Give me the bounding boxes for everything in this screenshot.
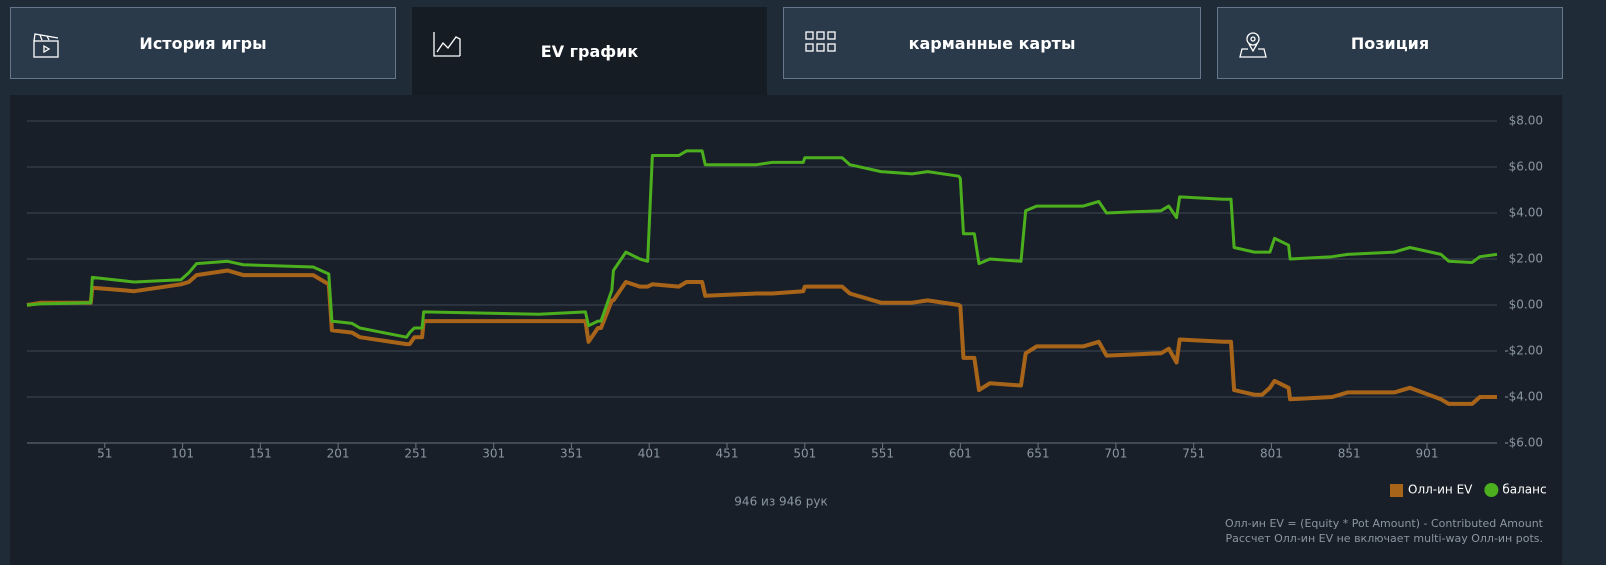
x-tick-label: 701 [1104,447,1127,461]
y-tick-label: -$6.00 [1504,436,1543,450]
x-tick-label: 501 [793,447,816,461]
chart: 946 из 946 рук Олл-ин EV = (Equity * Pot… [26,114,1547,545]
y-tick-label: $8.00 [1509,114,1543,128]
legend-swatch [1484,483,1499,497]
tab-label: История игры [139,33,267,53]
series-line [26,268,1497,406]
tab-label: Позиция [1350,33,1430,53]
note: Рассчет Олл-ин EV не включает multi-way … [1225,532,1543,545]
x-tick-label: 51 [97,447,112,461]
x-tick-label: 901 [1416,447,1439,461]
x-tick-label: 201 [327,447,350,461]
y-tick-label: $6.00 [1509,160,1543,174]
x-tick-label: 851 [1338,447,1361,461]
tab[interactable]: Позиция [1217,7,1563,79]
hand-count: 946 из 946 рук [734,495,827,509]
x-tick-label: 401 [638,447,661,461]
x-tick-label: 801 [1260,447,1283,461]
legend-label: Олл-ин EV [1408,483,1473,497]
x-tick-label: 601 [949,447,972,461]
legend-swatch [1390,484,1403,497]
tab-label: EV график [540,41,639,61]
x-tick-label: 301 [482,447,505,461]
x-tick-label: 551 [871,447,894,461]
y-tick-label: -$2.00 [1504,344,1543,358]
tab[interactable]: История игры [10,7,396,79]
x-tick-label: 651 [1027,447,1050,461]
x-tick-label: 451 [716,447,739,461]
x-tick-label: 151 [249,447,272,461]
tab[interactable]: карманные карты [783,7,1201,79]
series-line [26,149,1498,339]
x-tick-label: 351 [560,447,583,461]
y-tick-label: $4.00 [1509,206,1543,220]
y-tick-label: $0.00 [1509,298,1543,312]
x-tick-label: 101 [171,447,194,461]
tab-label: карманные карты [908,33,1076,53]
x-tick-label: 251 [404,447,427,461]
tab[interactable]: EV график [412,7,767,95]
x-tick-label: 751 [1182,447,1205,461]
note: Олл-ин EV = (Equity * Pot Amount) - Cont… [1225,517,1544,530]
legend-label: баланс [1502,483,1546,497]
y-tick-label: $2.00 [1509,252,1543,266]
chart-panel: 946 из 946 рук Олл-ин EV = (Equity * Pot… [10,95,1562,565]
y-tick-label: -$4.00 [1504,390,1543,404]
